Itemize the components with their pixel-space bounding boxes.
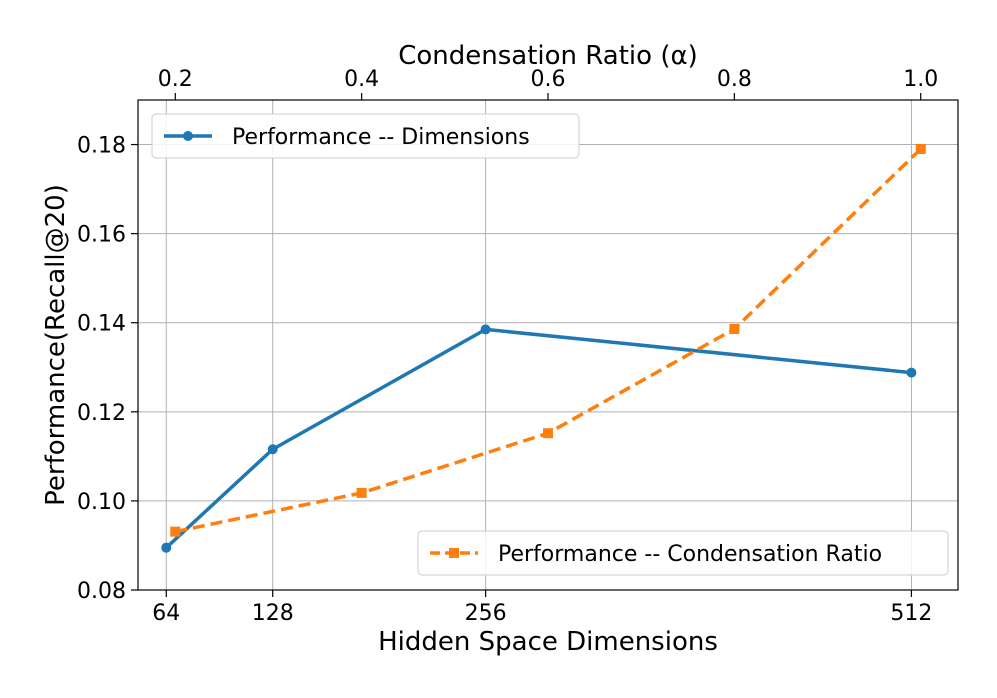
y-axis-title: Performance(Recall@20) (41, 184, 71, 506)
bottom-axis-title: Hidden Space Dimensions (378, 627, 718, 657)
legend-condensation-ratio-label: Performance -- Condensation Ratio (498, 542, 882, 567)
data-point-dimensions (161, 542, 172, 553)
top-tick-label: 1.0 (903, 67, 938, 92)
data-point-dimensions (480, 324, 491, 335)
top-axis-title: Condensation Ratio (α) (398, 41, 698, 71)
data-point-condensation-ratio (543, 428, 553, 439)
y-tick-label: 0.18 (77, 134, 126, 159)
top-tick-label: 0.4 (344, 67, 379, 92)
bottom-tick-label: 64 (152, 601, 180, 626)
bottom-tick-label: 128 (252, 601, 294, 626)
data-point-condensation-ratio (356, 487, 367, 498)
y-tick-label: 0.12 (77, 401, 126, 426)
y-tick-label: 0.14 (77, 312, 126, 337)
top-tick-label: 0.6 (531, 67, 566, 92)
series-line-dimensions (165, 327, 912, 549)
data-point-dimensions (906, 367, 917, 378)
legend-dimensions: Performance -- Dimensions (151, 113, 580, 159)
y-tick-label: 0.10 (77, 490, 126, 515)
axis-ticks: 0.08 0.10 0.12 0.14 0.16 0.18 64 128 256 512 0.2 0.… (77, 67, 938, 626)
data-point-condensation-ratio (170, 526, 181, 537)
top-tick-label: 0.2 (158, 67, 193, 92)
data-point-condensation-ratio (915, 144, 926, 154)
bottom-tick-label: 256 (465, 601, 507, 626)
legend-dimensions-box (151, 113, 580, 159)
series-layer (161, 144, 926, 553)
legend-condensation-ratio-box (417, 530, 949, 576)
top-tick-label: 0.8 (717, 67, 752, 92)
bottom-tick-label: 512 (890, 601, 932, 626)
legend-condensation-ratio-marker (449, 548, 459, 558)
y-tick-label: 0.08 (77, 579, 126, 604)
data-point-condensation-ratio (729, 323, 740, 334)
legend-condensation-ratio: Performance -- Condensation Ratio (417, 530, 949, 576)
data-point-dimensions (267, 444, 278, 455)
legend-dimensions-label: Performance -- Dimensions (232, 125, 530, 150)
legend-dimensions-marker (183, 131, 193, 141)
y-tick-label: 0.16 (77, 223, 126, 248)
